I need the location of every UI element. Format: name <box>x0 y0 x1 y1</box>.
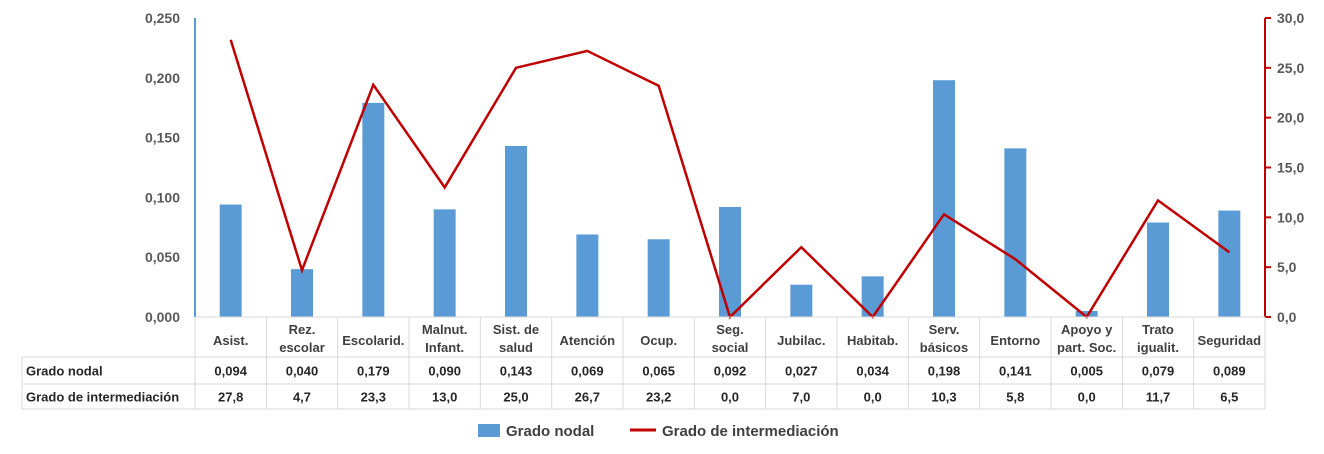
category-label: Seguridad <box>1198 333 1262 348</box>
right-axis-tick-label: 10,0 <box>1277 209 1304 225</box>
category-label: Ocup. <box>640 333 677 348</box>
right-axis-tick-label: 15,0 <box>1277 160 1304 176</box>
data-label-grado-de-intermediacion: 13,0 <box>432 390 457 405</box>
data-label-grado-nodal: 0,143 <box>500 364 533 379</box>
data-label-grado-nodal: 0,065 <box>642 364 675 379</box>
table-row-label: Grado de intermediación <box>26 390 179 405</box>
right-axis-tick-label: 0,0 <box>1277 309 1297 325</box>
category-label: Trato <box>1142 322 1174 337</box>
legend-swatch-grado-nodal <box>478 424 500 437</box>
category-label: Malnut. <box>422 322 468 337</box>
data-label-grado-nodal: 0,198 <box>928 364 961 379</box>
data-label-grado-de-intermediacion: 23,2 <box>646 390 671 405</box>
data-label-grado-de-intermediacion: 0,0 <box>864 390 882 405</box>
data-label-grado-de-intermediacion: 10,3 <box>931 390 956 405</box>
category-label: social <box>712 340 749 355</box>
category-label: básicos <box>920 340 968 355</box>
category-label: Sist. de <box>493 322 539 337</box>
data-label-grado-nodal: 0,034 <box>856 364 889 379</box>
category-label: part. Soc. <box>1057 340 1116 355</box>
bar-grado-nodal <box>1075 311 1098 317</box>
data-label-grado-de-intermediacion: 26,7 <box>575 390 600 405</box>
bar-grado-nodal <box>505 145 527 317</box>
category-label: Jubilac. <box>777 333 825 348</box>
category-label: Atención <box>560 333 616 348</box>
bar-grado-nodal <box>719 206 741 317</box>
data-label-grado-nodal: 0,092 <box>714 364 747 379</box>
data-label-grado-nodal: 0,079 <box>1142 364 1175 379</box>
data-label-grado-de-intermediacion: 5,8 <box>1006 390 1024 405</box>
data-label-grado-de-intermediacion: 4,7 <box>293 390 311 405</box>
category-label: Escolarid. <box>342 333 404 348</box>
bar-grado-nodal <box>1218 210 1241 317</box>
data-label-grado-nodal: 0,141 <box>999 364 1032 379</box>
category-label: Entorno <box>990 333 1040 348</box>
data-label-grado-nodal: 0,027 <box>785 364 818 379</box>
category-label: Habitab. <box>847 333 898 348</box>
category-label: escolar <box>279 340 325 355</box>
left-axis-tick-label: 0,200 <box>145 70 180 86</box>
data-label-grado-de-intermediacion: 11,7 <box>1146 390 1171 405</box>
data-label-grado-de-intermediacion: 25,0 <box>503 390 528 405</box>
right-axis-tick-label: 20,0 <box>1277 110 1304 126</box>
left-axis-tick-label: 0,100 <box>145 189 180 205</box>
data-label-grado-nodal: 0,069 <box>571 364 604 379</box>
bar-grado-nodal <box>1004 148 1027 317</box>
left-axis-tick-label: 0,250 <box>145 10 180 26</box>
data-label-grado-de-intermediacion: 7,0 <box>792 390 810 405</box>
data-label-grado-nodal: 0,094 <box>214 364 247 379</box>
category-label: igualit. <box>1137 340 1179 355</box>
category-label: salud <box>499 340 533 355</box>
data-label-grado-de-intermediacion: 0,0 <box>721 390 739 405</box>
right-axis-tick-label: 30,0 <box>1277 10 1304 26</box>
data-label-grado-nodal: 0,090 <box>428 364 461 379</box>
data-label-grado-nodal: 0,005 <box>1070 364 1103 379</box>
table-row-label: Grado nodal <box>26 364 103 379</box>
right-axis-tick-label: 5,0 <box>1277 259 1297 275</box>
category-label: Seg. <box>716 322 743 337</box>
right-axis-tick-label: 25,0 <box>1277 60 1304 76</box>
bar-grado-nodal <box>933 80 955 317</box>
bar-grado-nodal <box>291 269 313 317</box>
bar-grado-nodal <box>861 276 884 317</box>
bar-grado-nodal <box>576 234 599 317</box>
bar-grado-nodal <box>433 209 456 317</box>
category-label: Serv. <box>929 322 960 337</box>
bar-grado-nodal <box>219 204 242 317</box>
data-label-grado-nodal: 0,179 <box>357 364 390 379</box>
data-label-grado-de-intermediacion: 6,5 <box>1220 390 1238 405</box>
category-label: Asist. <box>213 333 248 348</box>
data-label-grado-nodal: 0,040 <box>286 364 319 379</box>
bar-grado-nodal <box>1147 222 1169 317</box>
bar-grado-nodal <box>362 102 385 317</box>
bar-grado-nodal <box>790 284 813 317</box>
category-label: Rez. <box>289 322 316 337</box>
data-label-grado-de-intermediacion: 0,0 <box>1078 390 1096 405</box>
data-label-grado-de-intermediacion: 27,8 <box>218 390 243 405</box>
data-label-grado-nodal: 0,089 <box>1213 364 1246 379</box>
left-axis-tick-label: 0,150 <box>145 130 180 146</box>
bar-grado-nodal <box>647 239 670 317</box>
left-axis-tick-label: 0,050 <box>145 249 180 265</box>
legend-label-grado-de-intermediacion: Grado de intermediación <box>662 423 839 440</box>
left-axis-tick-label: 0,000 <box>145 309 180 325</box>
legend-label-grado-nodal: Grado nodal <box>506 423 594 440</box>
data-label-grado-de-intermediacion: 23,3 <box>361 390 386 405</box>
category-label: Apoyo y <box>1061 322 1113 337</box>
category-label: Infant. <box>425 340 464 355</box>
